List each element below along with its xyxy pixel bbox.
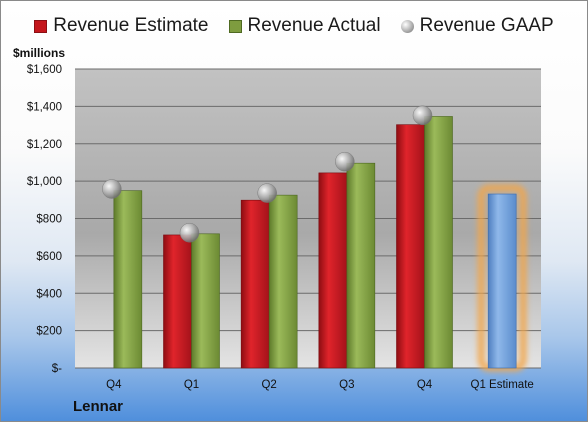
gaap-points xyxy=(102,105,433,243)
legend-swatch-actual xyxy=(228,19,242,33)
y-tick-label: $800 xyxy=(36,214,62,226)
legend-item-revenue-gaap: Revenue GAAP xyxy=(400,15,554,37)
y-tick-label: $200 xyxy=(36,326,62,338)
point-revenue-gaap xyxy=(412,105,433,126)
x-tick-label: Q2 xyxy=(261,379,276,391)
y-tick-label: $400 xyxy=(36,288,62,300)
y-axis: $- $200 $400 $600 $800 $1,000 $1,200 $1,400 $1,6… xyxy=(27,64,62,375)
x-tick-label: Q1 xyxy=(184,379,199,391)
bar-revenue-actual xyxy=(191,233,220,369)
y-tick-label: $1,000 xyxy=(27,176,62,188)
bar-revenue-actual xyxy=(346,162,376,369)
point-revenue-gaap xyxy=(335,151,355,172)
legend: Revenue Estimate Revenue Actual Revenue … xyxy=(1,15,587,37)
bar-revenue-estimate xyxy=(163,234,192,369)
legend-swatch-estimate xyxy=(34,19,48,33)
x-axis: Q4 Q1 Q2 Q3 Q4 Q1 Estimate xyxy=(106,379,534,391)
x-tick-label: Q4 xyxy=(417,379,433,391)
bar-revenue-actual xyxy=(424,116,453,369)
point-revenue-gaap xyxy=(179,222,200,243)
bar-revenue-actual xyxy=(113,190,143,369)
bars xyxy=(113,116,527,372)
y-axis-unit-label: $millions xyxy=(13,46,66,60)
y-tick-label: $1,400 xyxy=(27,101,62,113)
y-tick-label: $1,600 xyxy=(27,64,62,76)
legend-item-revenue-actual: Revenue Actual xyxy=(228,15,381,37)
x-tick-label: Q4 xyxy=(106,379,122,391)
legend-item-revenue-estimate: Revenue Estimate xyxy=(34,15,209,37)
bar-revenue-estimate xyxy=(318,172,348,369)
bar-revenue-actual-estimate xyxy=(487,193,517,369)
x-tick-label: Q3 xyxy=(339,379,354,391)
legend-swatch-gaap xyxy=(400,19,414,33)
y-tick-label: $1,200 xyxy=(27,139,62,151)
point-revenue-gaap xyxy=(257,183,277,203)
bar-revenue-estimate xyxy=(396,124,425,369)
legend-label-actual: Revenue Actual xyxy=(247,15,381,36)
grid-lines xyxy=(75,68,541,369)
bar-revenue-estimate xyxy=(240,199,270,369)
legend-label-gaap: Revenue GAAP xyxy=(419,15,554,36)
point-revenue-gaap xyxy=(102,179,122,199)
bar-revenue-actual xyxy=(268,194,298,369)
y-tick-label: $- xyxy=(52,363,62,375)
x-tick-label: Q1 Estimate xyxy=(471,379,534,391)
y-tick-label: $600 xyxy=(36,251,62,263)
legend-label-estimate: Revenue Estimate xyxy=(53,15,209,36)
company-name: Lennar xyxy=(73,398,124,415)
